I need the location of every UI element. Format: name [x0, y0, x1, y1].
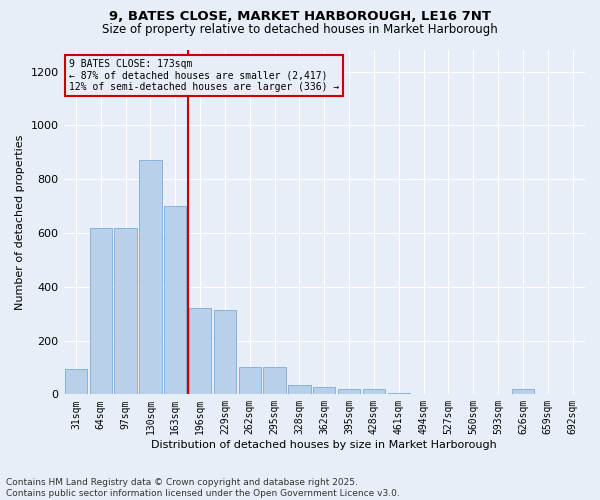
Text: Contains HM Land Registry data © Crown copyright and database right 2025.
Contai: Contains HM Land Registry data © Crown c… [6, 478, 400, 498]
Bar [139, 160, 161, 394]
Bar [239, 368, 261, 394]
Bar [214, 310, 236, 394]
Bar [388, 393, 410, 394]
Bar [263, 368, 286, 394]
Bar [115, 228, 137, 394]
Bar [363, 389, 385, 394]
X-axis label: Distribution of detached houses by size in Market Harborough: Distribution of detached houses by size … [151, 440, 497, 450]
Text: Size of property relative to detached houses in Market Harborough: Size of property relative to detached ho… [102, 22, 498, 36]
Text: 9 BATES CLOSE: 173sqm
← 87% of detached houses are smaller (2,417)
12% of semi-d: 9 BATES CLOSE: 173sqm ← 87% of detached … [69, 58, 339, 92]
Bar [65, 369, 87, 394]
Bar [512, 389, 534, 394]
Bar [288, 385, 311, 394]
Bar [164, 206, 187, 394]
Bar [89, 228, 112, 394]
Bar [313, 387, 335, 394]
Y-axis label: Number of detached properties: Number of detached properties [15, 134, 25, 310]
Bar [189, 308, 211, 394]
Text: 9, BATES CLOSE, MARKET HARBOROUGH, LE16 7NT: 9, BATES CLOSE, MARKET HARBOROUGH, LE16 … [109, 10, 491, 23]
Bar [338, 389, 360, 394]
